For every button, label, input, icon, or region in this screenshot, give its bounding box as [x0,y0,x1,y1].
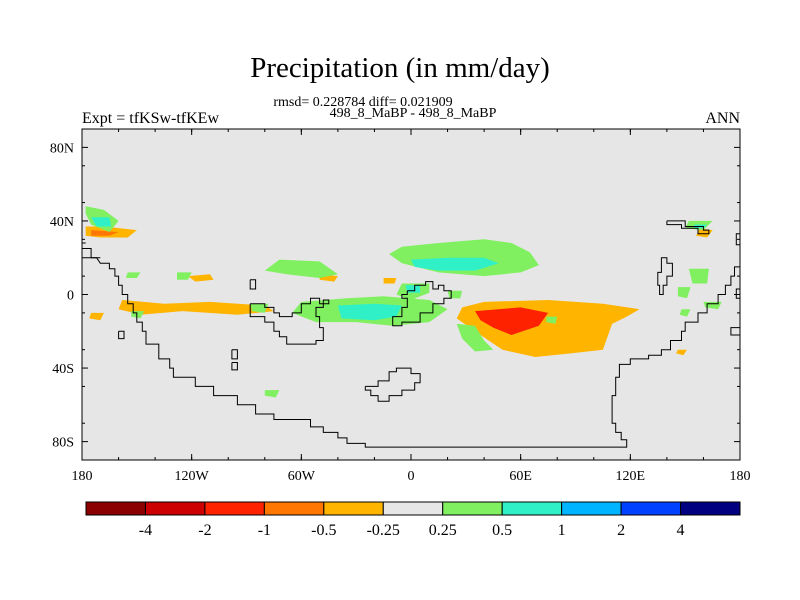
anomaly-region [337,303,402,321]
x-tick-label: 60W [288,469,316,484]
anomaly-region [411,257,499,271]
colorbar-label: -4 [139,522,152,539]
colorbar-swatch [442,501,503,516]
anomaly-region [264,259,338,278]
anomaly-region [250,303,269,313]
coastline [249,279,257,290]
case-line: 498_8_MaBP - 498_8_MaBP [329,106,497,121]
colorbar-swatch [620,501,682,516]
coastline [364,367,421,402]
colorbar-swatch [85,501,146,516]
anomaly-region [688,268,709,284]
experiment-label: Expt = tfKSw-tfKEw [82,110,220,127]
colorbar-label: 2 [617,522,625,539]
season-label: ANN [705,110,740,127]
anomaly-region [264,390,280,398]
colorbar-label: -0.25 [367,522,400,539]
y-tick-label: 80S [52,436,74,451]
colorbar-swatch [323,501,384,516]
coastline [730,327,740,336]
chart-title: Precipitation (in mm/day) [250,52,550,84]
anomaly-region [89,312,104,321]
coastline [735,288,740,299]
y-tick-label: 80N [50,141,74,156]
coastline [735,233,740,246]
colorbar-swatch [382,501,444,516]
colorbar-swatch [204,501,265,516]
anomaly-region [679,309,691,317]
stats-line: rmsd= 0.228784 diff= 0.021909 [273,95,453,110]
colorbar-label: -2 [198,522,211,539]
colorbar-swatch [144,501,206,516]
anomaly-region [475,307,549,335]
x-tick-label: 180 [72,469,93,484]
anomaly-region [456,323,494,352]
colorbar-label: 1 [558,522,566,539]
x-tick-label: 120W [175,469,210,484]
colorbar-label: 0.25 [429,522,457,539]
coastline [118,330,125,340]
anomaly-region [447,290,463,299]
anomaly-region [118,300,274,315]
anomaly-region [91,217,112,227]
coastline [657,257,673,295]
colorbar-label: -0.5 [311,522,336,539]
anomaly-region [677,287,691,299]
coastline [666,220,710,235]
colorbar-swatch [501,501,563,516]
y-tick-label: 0 [67,289,74,304]
x-tick-label: 0 [408,469,415,484]
coastline [231,349,238,360]
x-tick-label: 180 [730,469,751,484]
colorbar-swatch [561,501,622,516]
anomaly-region [177,272,192,280]
colorbar-swatch [680,501,741,516]
colorbar-label: 4 [677,522,685,539]
coastline [82,257,740,448]
anomaly-region [125,272,141,278]
colorbar-label: 0.5 [492,522,512,539]
x-tick-label: 120E [616,469,646,484]
anomaly-region [676,349,687,356]
x-tick-label: 60E [509,469,532,484]
coastline [249,297,330,345]
anomaly-region [383,278,397,284]
colorbar-label: -1 [258,522,271,539]
colorbar-swatch [263,501,325,516]
coastline [231,362,238,371]
anomaly-region [91,230,119,236]
anomaly-region [546,316,558,324]
y-tick-label: 40N [50,215,74,230]
y-tick-label: 40S [52,362,74,377]
coastline [392,281,452,327]
anomaly-region [188,274,214,282]
coastline [82,248,101,259]
